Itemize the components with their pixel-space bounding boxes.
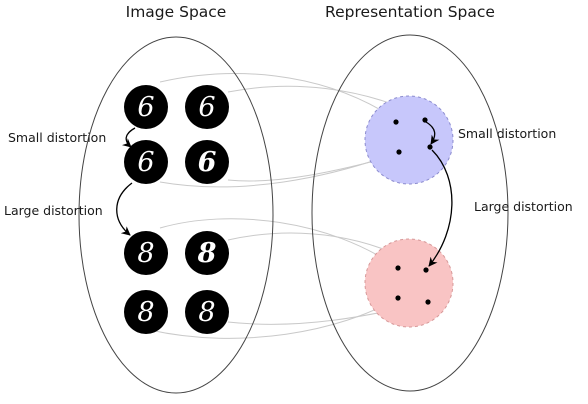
digit-glyph: 8 bbox=[197, 238, 217, 269]
connector-curve bbox=[159, 73, 395, 119]
rep-point bbox=[395, 265, 401, 271]
digit-image: 8 bbox=[185, 290, 229, 334]
image-space-ellipse bbox=[78, 36, 274, 394]
representation-space-ellipse bbox=[311, 34, 509, 392]
digit-image: 8 bbox=[185, 231, 229, 275]
digit-image: 6 bbox=[124, 140, 168, 184]
large-distortion-label-rep: Large distortion bbox=[474, 199, 573, 214]
rep-point bbox=[425, 299, 431, 305]
rep-point bbox=[422, 117, 428, 123]
rep-point bbox=[396, 149, 402, 155]
rep-point bbox=[427, 144, 433, 150]
representation-space-title: Representation Space bbox=[325, 3, 495, 21]
small-distortion-label-image: Small distortion bbox=[8, 130, 106, 145]
digit-image: 6 bbox=[185, 85, 229, 129]
digit-glyph: 8 bbox=[137, 297, 154, 328]
digit-glyph: 6 bbox=[198, 147, 217, 178]
digit-glyph: 8 bbox=[137, 238, 154, 269]
cluster-eight bbox=[364, 238, 454, 328]
large-distortion-arrow-image bbox=[116, 182, 133, 236]
rep-point bbox=[393, 119, 399, 125]
connector-curves bbox=[149, 73, 429, 339]
small-distortion-arrow-image bbox=[121, 127, 136, 148]
connector-curve bbox=[159, 218, 399, 269]
digit-glyph: 8 bbox=[198, 297, 215, 328]
large-distortion-label-image: Large distortion bbox=[4, 203, 103, 218]
image-space-title: Image Space bbox=[126, 3, 227, 21]
rep-point bbox=[423, 267, 429, 273]
large-distortion-arrow-rep bbox=[428, 149, 453, 267]
digit-image: 6 bbox=[185, 140, 229, 184]
digit-image: 6 bbox=[124, 85, 168, 129]
digit-glyph: 6 bbox=[198, 92, 215, 123]
small-distortion-arrow-rep bbox=[425, 121, 440, 145]
rep-point bbox=[395, 295, 401, 301]
small-distortion-label-rep: Small distortion bbox=[458, 126, 556, 141]
cluster-six bbox=[364, 95, 454, 185]
digit-image: 8 bbox=[124, 290, 168, 334]
digit-image: 8 bbox=[124, 231, 168, 275]
digit-glyph: 6 bbox=[137, 147, 154, 178]
digit-glyph: 6 bbox=[137, 92, 154, 123]
